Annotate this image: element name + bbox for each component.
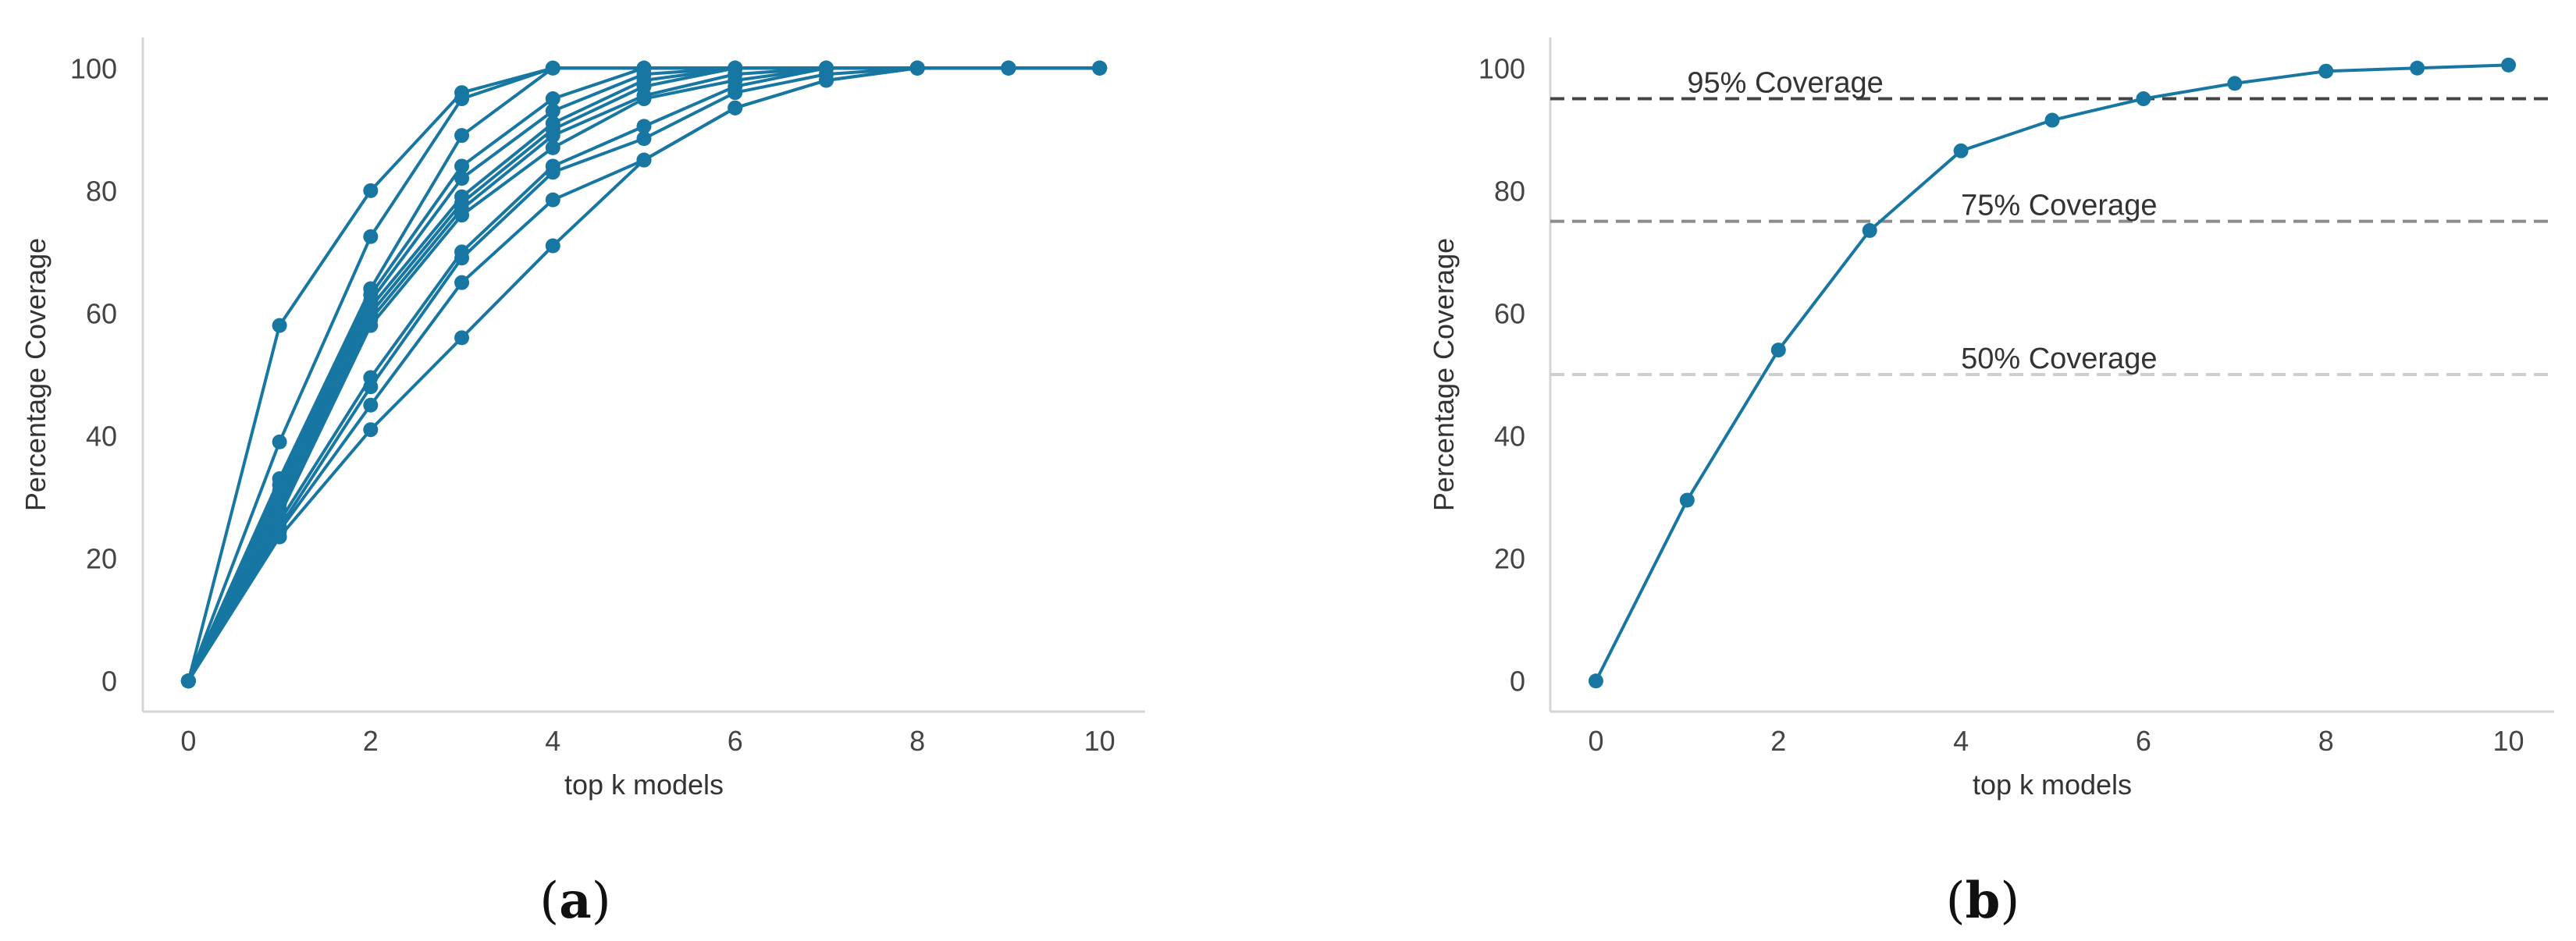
data-point	[272, 318, 287, 333]
reference-line-label: 50% Coverage	[1961, 343, 2157, 375]
data-point	[454, 250, 470, 266]
caption-letter-b: b	[1966, 872, 2001, 930]
data-point	[454, 171, 470, 186]
data-point	[454, 158, 470, 174]
data-point	[454, 330, 470, 346]
data-point	[545, 238, 560, 254]
y-tick-label: 100	[1478, 52, 1525, 84]
data-point	[454, 208, 470, 223]
data-point	[728, 85, 743, 101]
x-tick-label: 6	[2136, 725, 2151, 757]
data-point	[545, 103, 560, 119]
data-point	[1862, 222, 1877, 238]
x-tick-label: 6	[728, 725, 743, 757]
x-tick-label: 10	[2493, 725, 2524, 757]
x-axis-label: top k models	[564, 769, 724, 801]
data-point	[728, 100, 743, 115]
x-tick-label: 4	[1953, 725, 1969, 757]
data-point	[2044, 112, 2060, 128]
y-tick-label: 100	[70, 52, 117, 84]
data-point	[2227, 76, 2243, 91]
x-tick-label: 2	[363, 725, 379, 757]
y-tick-label: 0	[101, 666, 117, 698]
reference-line-label: 95% Coverage	[1687, 67, 1883, 100]
y-axis-label: Percentage Coverage	[20, 238, 52, 511]
data-point	[545, 60, 560, 76]
data-point	[454, 128, 470, 144]
x-tick-label: 2	[1770, 725, 1786, 757]
data-point	[2410, 60, 2425, 76]
x-tick-labels: 0 2 4 6 8 10	[180, 725, 1115, 757]
caption-letter-a: a	[559, 872, 591, 930]
data-point	[363, 422, 379, 438]
data-point	[2318, 63, 2334, 79]
data-point	[2136, 91, 2151, 107]
data-point	[545, 140, 560, 155]
data-point	[1679, 492, 1695, 508]
x-tick-label: 0	[180, 725, 196, 757]
series-group	[180, 60, 1108, 689]
data-point	[363, 397, 379, 413]
data-point	[909, 60, 925, 76]
data-point	[272, 529, 287, 545]
x-tick-labels: 0 2 4 6 8 10	[1588, 725, 2524, 757]
data-point	[636, 152, 652, 168]
data-point	[1770, 343, 1786, 358]
data-point	[454, 275, 470, 290]
data-point	[545, 128, 560, 144]
data-point	[818, 73, 834, 88]
reference-line-label: 75% Coverage	[1961, 190, 2157, 222]
data-point	[1092, 60, 1108, 76]
data-point	[636, 131, 652, 147]
data-point	[2501, 57, 2517, 73]
y-tick-labels: 0 20 40 60 80 100	[1478, 52, 1525, 697]
y-tick-label: 0	[1510, 666, 1525, 698]
data-point	[1001, 60, 1016, 76]
y-tick-label: 60	[1494, 297, 1525, 329]
data-point	[363, 229, 379, 244]
x-axis-label: top k models	[1973, 769, 2132, 801]
data-point	[1588, 673, 1603, 689]
y-tick-label: 80	[1494, 175, 1525, 207]
data-point	[636, 119, 652, 134]
y-tick-labels: 0 20 40 60 80 100	[70, 52, 117, 697]
data-point	[363, 318, 379, 333]
data-point	[272, 434, 287, 449]
x-tick-label: 4	[545, 725, 560, 757]
data-point	[545, 192, 560, 208]
x-tick-label: 0	[1588, 725, 1603, 757]
x-tick-label: 10	[1084, 725, 1115, 757]
data-point	[454, 91, 470, 107]
data-point	[636, 91, 652, 107]
data-point	[545, 91, 560, 107]
y-tick-label: 40	[86, 421, 117, 453]
y-tick-label: 20	[1494, 543, 1525, 575]
series-group	[1588, 57, 2517, 689]
data-point	[1953, 143, 1969, 158]
y-tick-label: 80	[86, 175, 117, 207]
data-point	[363, 183, 379, 198]
x-tick-label: 8	[2318, 725, 2334, 757]
y-tick-label: 40	[1494, 421, 1525, 453]
reference-lines: 95% Coverage 75% Coverage 50% Coverage	[1550, 67, 2554, 376]
panel-caption-a: (a)	[539, 872, 610, 930]
data-point	[363, 379, 379, 395]
x-tick-label: 8	[909, 725, 925, 757]
panel-caption-b: (b)	[1946, 872, 2020, 930]
chart-panel-a: 0 20 40 60 80 100 0 2 4 6 8 10 top k models Percen…	[20, 37, 1145, 801]
y-axis-label: Percentage Coverage	[1428, 238, 1460, 511]
y-tick-label: 60	[86, 297, 117, 329]
data-point	[180, 673, 196, 689]
data-point	[545, 165, 560, 180]
y-tick-label: 20	[86, 543, 117, 575]
